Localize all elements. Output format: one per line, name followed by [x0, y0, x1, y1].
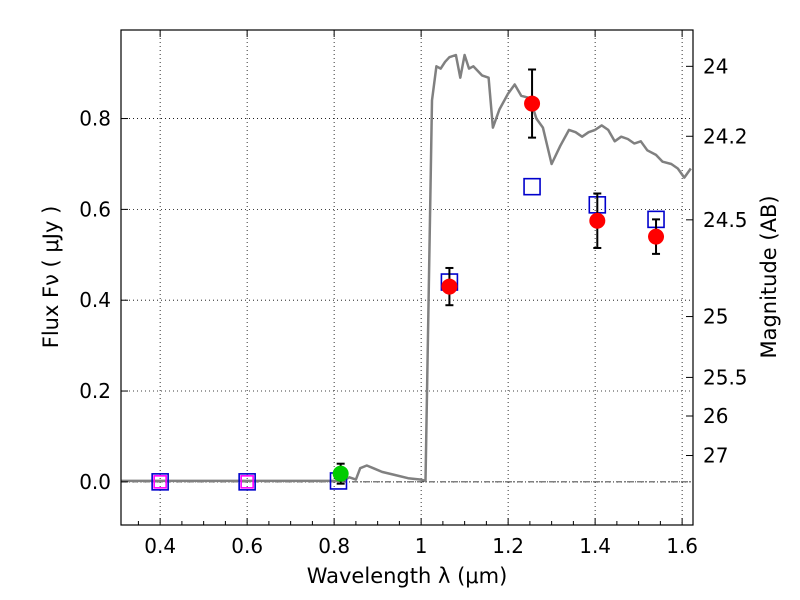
axis-ticks: 0.4 0.6 0.8 1 1.2 1.4 1.6 0.0 0.2 0.4 0.6 0.8 24 24.2… — [79, 30, 748, 558]
x-tick-label: 0.4 — [144, 534, 176, 558]
model-square-marker — [240, 475, 254, 489]
x-axis-label: Wavelength λ (μm) — [307, 564, 508, 588]
magnitude-tick-label: 27 — [703, 444, 728, 468]
right-axis-label: Magnitude (AB) — [757, 195, 781, 358]
x-tick-label: 0.8 — [318, 534, 350, 558]
magnitude-tick-label: 26 — [703, 404, 728, 428]
plot-frame — [120, 29, 694, 526]
model-square-marker — [238, 473, 256, 491]
model-square-marker — [153, 475, 167, 489]
x-tick-label: 0.6 — [231, 534, 263, 558]
data-marks — [121, 53, 692, 491]
sed-model-line — [121, 53, 692, 483]
y-axis-label: Flux Fν ( μJy ) — [39, 206, 63, 349]
magnitude-tick-label: 24 — [703, 54, 728, 78]
magnitude-tick-label: 24.5 — [703, 208, 748, 232]
x-tick-label: 1.6 — [666, 534, 698, 558]
observed-point — [332, 465, 349, 482]
x-tick-label: 1 — [415, 534, 428, 558]
y-tick-label: 0.8 — [79, 107, 111, 131]
y-tick-label: 0.0 — [79, 470, 111, 494]
magnitude-tick-label: 25 — [703, 305, 728, 329]
x-tick-label: 1.2 — [492, 534, 524, 558]
observed-point — [589, 212, 606, 229]
observed-point — [524, 95, 541, 112]
magnitude-tick-label: 24.2 — [703, 124, 748, 148]
observed-point — [648, 228, 665, 245]
magnitude-tick-label: 25.5 — [703, 365, 748, 389]
observed-point — [441, 278, 458, 295]
y-tick-label: 0.4 — [79, 288, 111, 312]
plot-area — [121, 30, 693, 525]
model-square-marker — [523, 177, 541, 196]
y-tick-label: 0.6 — [79, 197, 111, 221]
model-square-marker — [151, 473, 169, 491]
x-tick-label: 1.4 — [579, 534, 611, 558]
y-tick-label: 0.2 — [79, 379, 111, 403]
